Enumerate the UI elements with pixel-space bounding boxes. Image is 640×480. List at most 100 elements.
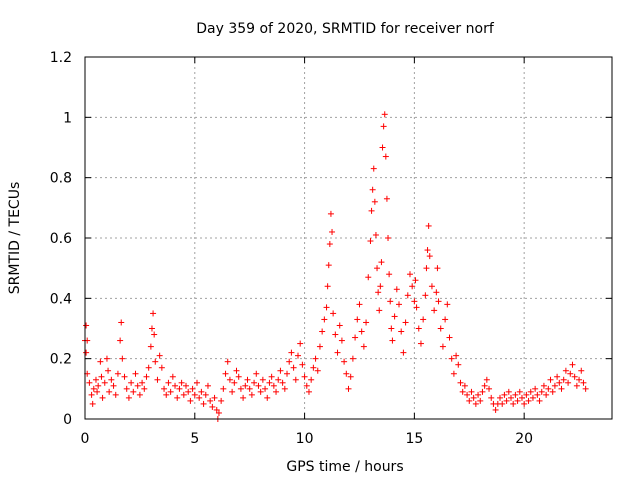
y-axis-label: SRMTID / TECUs	[7, 182, 23, 295]
data-point	[582, 385, 589, 392]
x-axis-label: GPS time / hours	[286, 459, 403, 475]
data-point	[464, 391, 471, 398]
data-point	[163, 391, 170, 398]
data-point	[83, 322, 90, 329]
data-point	[387, 298, 394, 305]
data-point	[169, 373, 176, 380]
data-point	[233, 367, 240, 374]
data-point	[235, 373, 242, 380]
data-point	[560, 376, 567, 383]
data-point	[518, 394, 525, 401]
data-point	[211, 394, 218, 401]
data-point	[468, 388, 475, 395]
data-point	[92, 376, 99, 383]
data-point	[286, 358, 293, 365]
data-point	[538, 388, 545, 395]
data-point	[321, 316, 328, 323]
data-point	[90, 385, 97, 392]
data-point	[450, 370, 457, 377]
data-point	[244, 376, 251, 383]
data-point	[576, 376, 583, 383]
data-point	[114, 370, 121, 377]
data-point	[255, 382, 262, 389]
data-point	[488, 394, 495, 401]
data-point	[259, 376, 266, 383]
data-point	[231, 379, 238, 386]
data-point	[426, 253, 433, 260]
data-point	[83, 349, 90, 356]
data-point	[143, 373, 150, 380]
data-point	[325, 262, 332, 269]
data-point	[406, 271, 413, 278]
data-point	[189, 385, 196, 392]
data-point	[279, 379, 286, 386]
data-point	[527, 388, 534, 395]
point-layer	[82, 111, 589, 422]
data-point	[360, 343, 367, 350]
data-point	[343, 370, 350, 377]
data-point	[569, 361, 576, 368]
data-point	[556, 379, 563, 386]
data-point	[562, 367, 569, 374]
data-point	[121, 373, 128, 380]
data-point	[514, 397, 521, 404]
data-point	[428, 283, 435, 290]
data-point	[503, 397, 510, 404]
data-point	[396, 301, 403, 308]
data-point	[172, 382, 179, 389]
grid-layer	[85, 57, 612, 419]
data-point	[516, 388, 523, 395]
data-point	[381, 111, 388, 118]
data-point	[565, 379, 572, 386]
data-point	[326, 241, 333, 248]
data-point	[380, 123, 387, 130]
data-point	[262, 385, 269, 392]
data-point	[248, 391, 255, 398]
data-point	[423, 265, 430, 272]
data-point	[112, 391, 119, 398]
data-point	[200, 400, 207, 407]
data-point	[338, 337, 345, 344]
data-point	[89, 400, 96, 407]
y-tick-label: 0.4	[50, 291, 72, 307]
data-point	[507, 394, 514, 401]
data-point	[554, 373, 561, 380]
data-point	[367, 238, 374, 245]
data-point	[191, 391, 198, 398]
data-point	[461, 382, 468, 389]
data-point	[125, 394, 132, 401]
data-point	[545, 385, 552, 392]
data-point	[95, 382, 102, 389]
data-point	[134, 382, 141, 389]
data-point	[455, 361, 462, 368]
data-point	[363, 319, 370, 326]
data-point	[226, 376, 233, 383]
x-tick-label: 15	[405, 431, 423, 447]
y-tick-label: 0.2	[50, 352, 72, 368]
data-point	[374, 265, 381, 272]
data-point	[558, 385, 565, 392]
data-point	[284, 370, 291, 377]
y-tick-label: 1.2	[50, 50, 72, 66]
data-point	[158, 364, 165, 371]
data-point	[187, 397, 194, 404]
data-point	[178, 379, 185, 386]
data-point	[154, 376, 161, 383]
data-point	[229, 388, 236, 395]
data-point	[417, 340, 424, 347]
data-point	[389, 337, 396, 344]
data-point	[379, 144, 386, 151]
data-point	[437, 325, 444, 332]
data-point	[448, 355, 455, 362]
data-point	[105, 367, 112, 374]
data-point	[97, 358, 104, 365]
data-point	[377, 283, 384, 290]
data-point	[301, 373, 308, 380]
data-point	[213, 406, 220, 413]
data-point	[94, 388, 101, 395]
data-point	[202, 391, 209, 398]
data-point	[165, 379, 172, 386]
data-point	[183, 382, 190, 389]
x-tick-label: 20	[515, 431, 533, 447]
data-point	[376, 307, 383, 314]
